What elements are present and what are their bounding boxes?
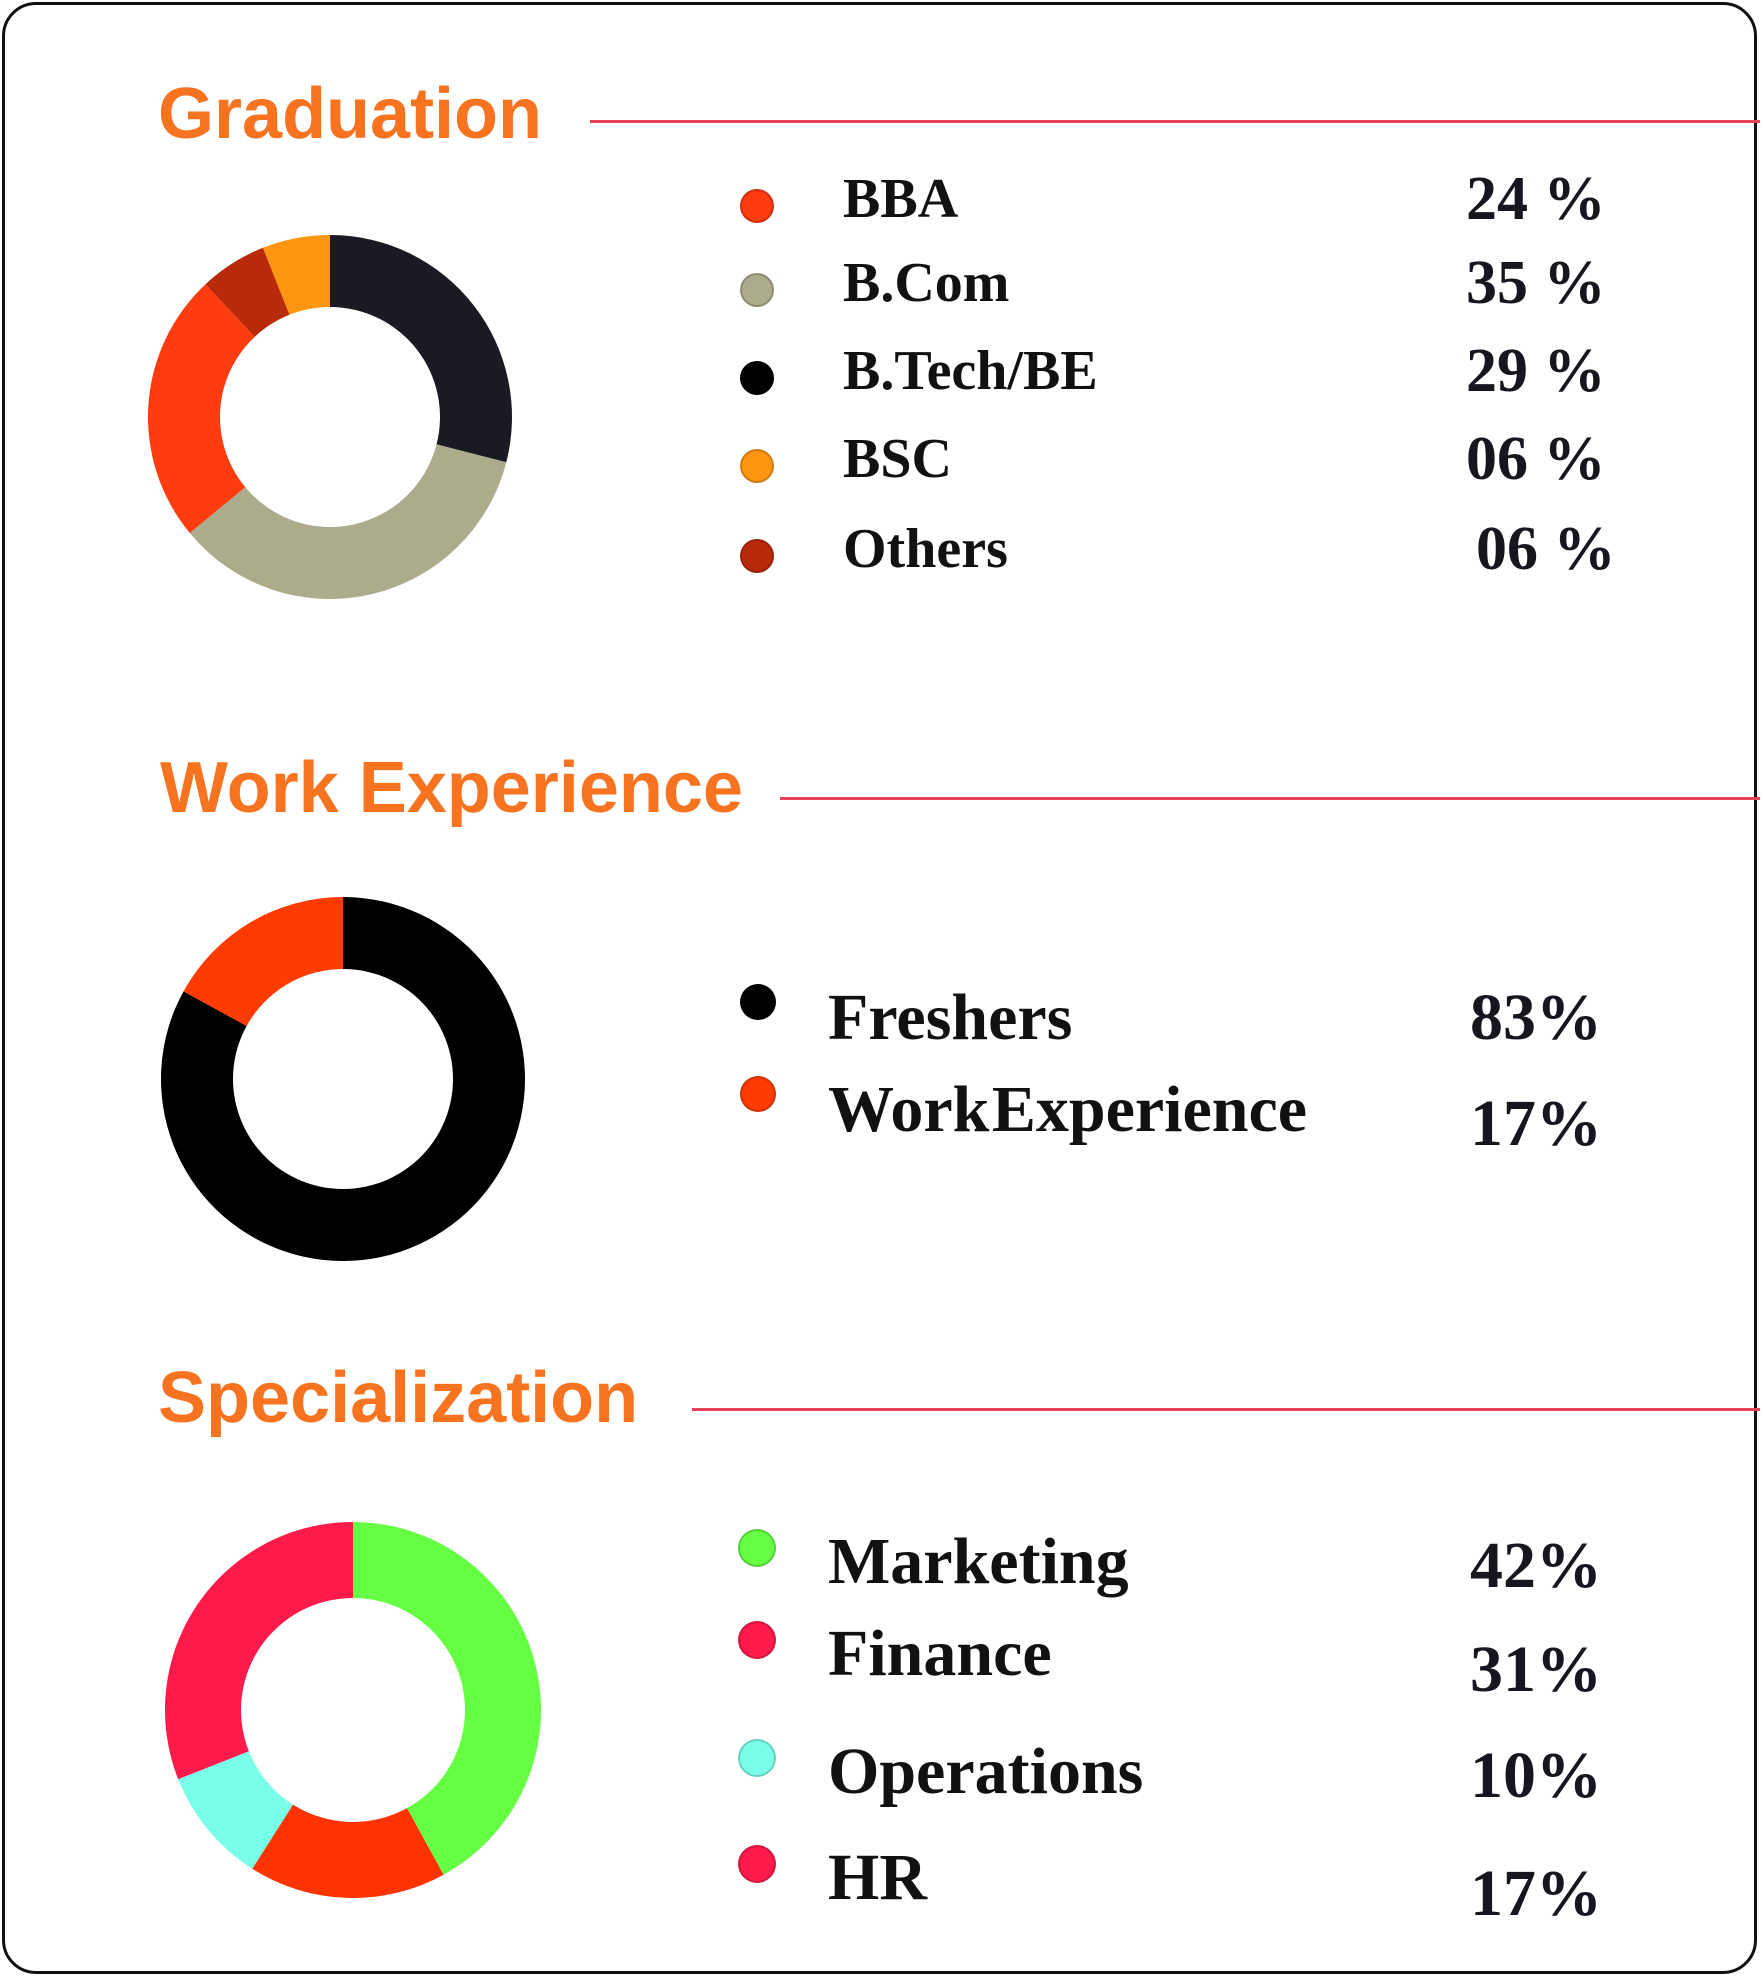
slice-operations: [178, 1751, 293, 1869]
slice-freshers: [160, 897, 525, 1261]
legend-marker-work-experience: [740, 1076, 776, 1112]
slice-b-com: [189, 444, 507, 600]
slice-work-experience: [183, 897, 343, 1027]
graduation-donut-chart: [148, 235, 512, 600]
legend-marker-hr: [738, 1845, 776, 1883]
legend-value-finance: 31%: [1470, 1633, 1602, 1707]
specialization-title: Specialization: [158, 1358, 639, 1438]
work-experience-rule: [780, 797, 1760, 800]
legend-label-b-com: B.Com: [843, 252, 1010, 315]
legend-marker-bba: [740, 189, 774, 223]
slice-bsc: [263, 235, 330, 315]
legend-marker-freshers: [740, 984, 776, 1020]
slice-marketing: [353, 1522, 541, 1875]
slice-bba: [148, 284, 255, 534]
legend-marker-finance: [738, 1621, 776, 1659]
legend-label-b-tech-be: B.Tech/BE: [843, 340, 1098, 403]
legend-label-bba: BBA: [843, 168, 959, 231]
slice-finance: [164, 1522, 353, 1780]
work-experience-title: Work Experience: [160, 748, 743, 828]
graduation-title: Graduation: [158, 74, 543, 154]
slice-others: [205, 247, 290, 337]
legend-marker-b-com: [740, 273, 774, 307]
legend-label-freshers: Freshers: [828, 981, 1073, 1055]
legend-label-hr: HR: [828, 1841, 927, 1915]
legend-marker-bsc: [740, 449, 774, 483]
legend-value-b-com: 35 %: [1466, 248, 1606, 317]
legend-label-marketing: Marketing: [828, 1525, 1129, 1599]
specialization-rule: [692, 1408, 1760, 1411]
specialization-donut-chart: [164, 1522, 541, 1898]
legend-value-operations: 10%: [1470, 1739, 1602, 1813]
work-experience-donut-chart: [160, 897, 525, 1261]
legend-label-others: Others: [843, 518, 1008, 581]
legend-marker-operations: [738, 1739, 776, 1777]
legend-label-work-experience: Work Experience: [828, 1073, 1308, 1147]
legend-value-bba: 24 %: [1466, 164, 1606, 233]
legend-value-marketing: 42%: [1470, 1529, 1602, 1603]
legend-marker-b-tech-be: [740, 361, 774, 395]
legend-label-finance: Finance: [828, 1617, 1052, 1691]
slice-hr: [252, 1804, 444, 1898]
legend-value-b-tech-be: 29 %: [1466, 336, 1606, 405]
legend-label-operations: Operations: [828, 1735, 1144, 1809]
legend-value-others: 06 %: [1476, 514, 1616, 583]
legend-value-bsc: 06 %: [1466, 424, 1606, 493]
legend-marker-marketing: [738, 1529, 776, 1567]
legend-value-work-experience: 17%: [1470, 1087, 1602, 1161]
legend-marker-others: [740, 539, 774, 573]
legend-value-hr: 17%: [1470, 1857, 1602, 1931]
graduation-rule: [590, 120, 1760, 123]
slice-b-tech-be: [330, 235, 512, 463]
legend-value-freshers: 83%: [1470, 981, 1602, 1055]
legend-label-bsc: BSC: [843, 428, 952, 491]
